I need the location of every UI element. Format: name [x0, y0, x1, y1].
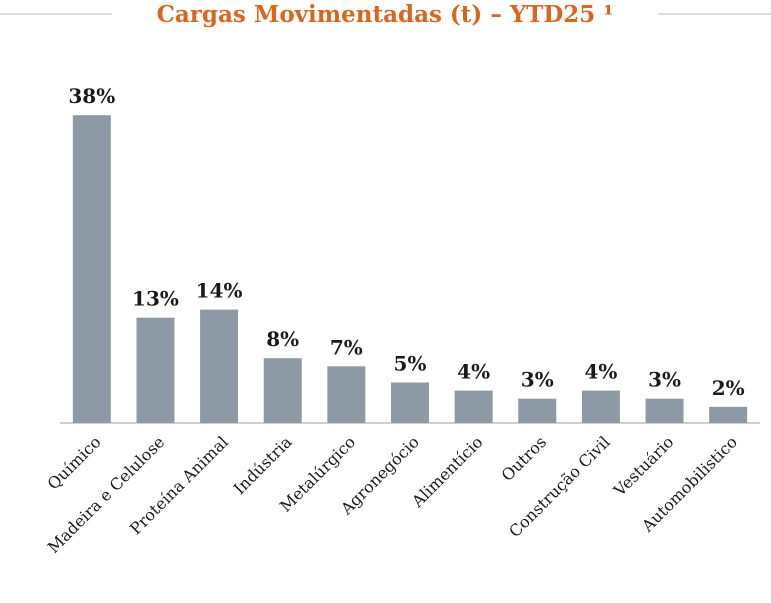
bar [581, 390, 620, 423]
bar [200, 309, 239, 423]
bar [391, 382, 429, 423]
value-label: 13% [132, 287, 179, 311]
bar [263, 358, 302, 423]
value-label: 3% [521, 368, 554, 392]
x-tick-label: Químico [44, 432, 105, 493]
chart-title: Cargas Movimentadas (t) – YTD25 ¹ [157, 1, 614, 28]
x-tick-label: Madeira e Celulose [44, 432, 169, 557]
value-label: 5% [394, 352, 427, 376]
value-label: 14% [196, 279, 243, 303]
bar [645, 398, 684, 423]
x-tick-label: Vestuário [609, 432, 677, 500]
value-label: 4% [584, 360, 617, 384]
value-label: 2% [712, 376, 745, 400]
value-label: 4% [457, 360, 490, 384]
bar [709, 406, 748, 423]
value-label: 3% [648, 368, 681, 392]
bar [518, 398, 557, 423]
x-tick-label: Indústria [230, 432, 296, 498]
x-tick-label: Outros [498, 432, 551, 485]
bar [136, 317, 175, 423]
value-label: 38% [68, 84, 115, 108]
bar [454, 390, 493, 423]
bar [327, 366, 366, 423]
value-label: 7% [330, 335, 363, 359]
bar [72, 115, 111, 423]
value-label: 8% [266, 327, 299, 351]
